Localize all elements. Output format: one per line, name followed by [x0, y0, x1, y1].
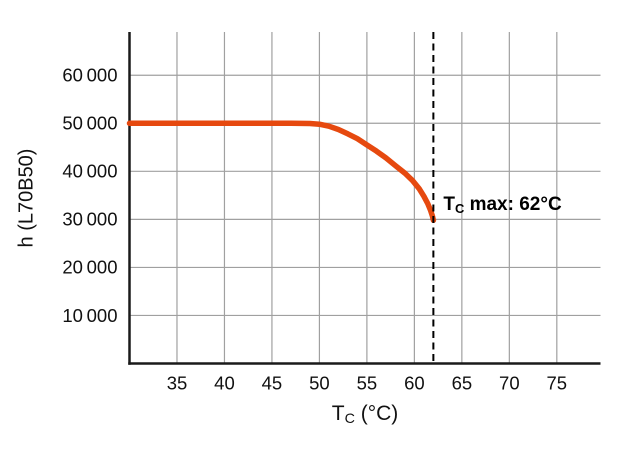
x-tick-label: 50 — [309, 373, 330, 394]
tc-max-annotation: TC max: 62°C — [443, 194, 561, 216]
x-tick-label: 75 — [547, 373, 568, 394]
tc-max-annotation-main: T — [443, 194, 455, 215]
y-tick-label: 50 000 — [62, 113, 117, 134]
x-axis-title-rest: (°C) — [354, 401, 399, 425]
x-tick-label: 55 — [357, 373, 378, 394]
y-tick-label: 40 000 — [62, 161, 117, 182]
x-axis-title-sub: C — [344, 410, 355, 427]
y-tick-label: 10 000 — [62, 305, 117, 326]
x-tick-label: 60 — [404, 373, 425, 394]
x-tick-label: 40 — [214, 373, 235, 394]
tc-max-annotation-rest: max: 62°C — [464, 194, 562, 215]
y-tick-label: 30 000 — [62, 209, 117, 230]
tc-max-annotation-sub: C — [454, 200, 465, 216]
y-axis-title: h (L70B50) — [16, 149, 39, 248]
x-tick-label: 45 — [262, 373, 283, 394]
x-tick-label: 65 — [452, 373, 473, 394]
x-axis-title: TC (°C) — [332, 402, 399, 426]
y-tick-label: 60 000 — [62, 65, 117, 86]
y-axis-title-text: h (L70B50) — [15, 148, 38, 248]
x-axis-title-main: T — [331, 401, 345, 425]
data-curve — [126, 120, 437, 224]
x-tick-label: 35 — [167, 373, 188, 394]
y-tick-label: 20 000 — [62, 257, 117, 278]
x-tick-label: 70 — [499, 373, 520, 394]
